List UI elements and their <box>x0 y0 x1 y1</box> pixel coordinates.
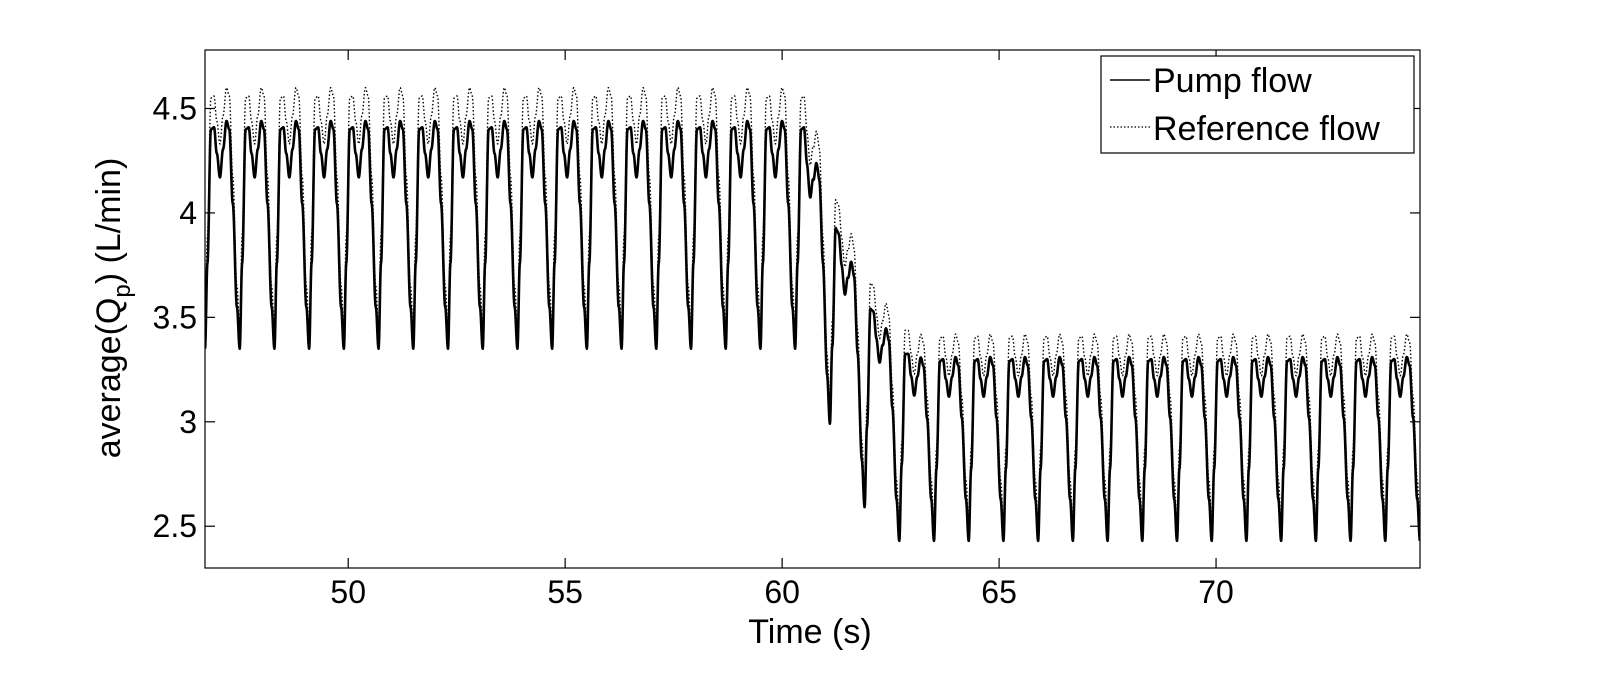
x-tick-label: 50 <box>330 574 366 610</box>
x-tick-label: 65 <box>981 574 1017 610</box>
x-tick-label: 70 <box>1198 574 1234 610</box>
y-tick-label: 3.5 <box>153 299 197 335</box>
y-tick-label: 4 <box>179 195 197 231</box>
plot-frame <box>204 49 1421 569</box>
legend-label-pump-flow: Pump flow <box>1153 62 1312 100</box>
y-tick-label: 3 <box>179 404 197 440</box>
series-layer <box>205 86 1420 543</box>
series-line-reference-flow <box>205 86 1420 523</box>
y-tick-label: 2.5 <box>153 508 197 544</box>
axes-layer: 50 55 60 65 70 2.5 3 3.5 4 4.5 <box>153 50 1420 610</box>
legend-box <box>1100 55 1415 154</box>
legend-label-reference-flow: Reference flow <box>1153 110 1380 148</box>
x-tick-label: 55 <box>547 574 583 610</box>
y-axis-title: average(Qp) (L/min) <box>90 158 136 459</box>
x-axis-title: Time (s) <box>748 613 871 651</box>
series-line-pump-flow <box>205 119 1420 543</box>
y-tick-label: 4.5 <box>153 90 197 126</box>
legend: Pump flow Reference flow <box>1100 55 1415 154</box>
x-tick-label: 60 <box>764 574 800 610</box>
